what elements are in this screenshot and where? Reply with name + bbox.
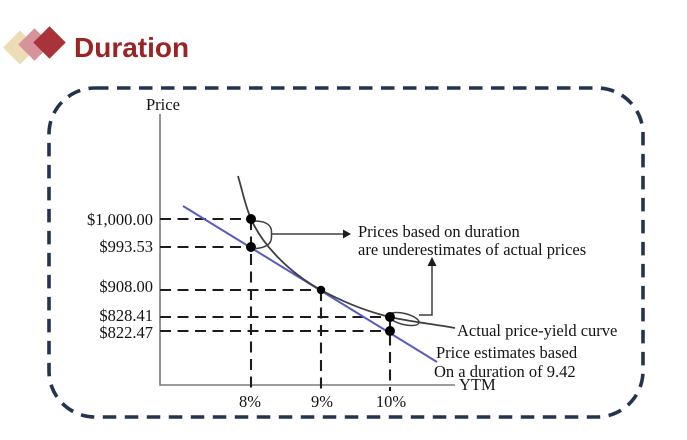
estimate-note-line2: On a duration of 9.42 xyxy=(434,362,576,381)
xtick-9pct: 9% xyxy=(311,392,333,411)
price-label-828: $828.41 xyxy=(99,306,153,325)
price-label-993: $993.53 xyxy=(99,237,153,256)
diamond-bullet-icon xyxy=(3,26,66,65)
right-arrow-icon xyxy=(343,229,351,239)
up-arrow-line xyxy=(419,265,433,316)
point-8pct-actual-1000 xyxy=(246,214,256,224)
slide-frame-border xyxy=(47,86,645,419)
bracket-callout-8pct xyxy=(254,220,273,250)
price-label-1000: $1,000.00 xyxy=(87,210,153,229)
price-label-908: $908.00 xyxy=(99,277,153,296)
duration-note-line1: Prices based on duration xyxy=(358,222,520,241)
price-label-822: $822.47 xyxy=(99,323,153,342)
up-arrow-icon xyxy=(427,257,437,266)
point-10pct-actual-828 xyxy=(385,312,395,322)
point-10pct-estimate-822 xyxy=(385,326,395,336)
point-9pct-tangent-908 xyxy=(316,285,326,295)
estimate-note-line1: Price estimates based xyxy=(436,343,578,362)
curve-label: Actual price-yield curve xyxy=(457,321,617,340)
duration-note-line2: are underestimates of actual prices xyxy=(358,240,586,259)
slide-title: Duration xyxy=(74,32,189,63)
y-axis-label: Price xyxy=(146,95,180,114)
point-8pct-estimate-993 xyxy=(246,242,256,252)
x-axis-label: YTM xyxy=(459,375,496,394)
xtick-8pct: 8% xyxy=(239,392,261,411)
xtick-10pct: 10% xyxy=(376,392,407,411)
